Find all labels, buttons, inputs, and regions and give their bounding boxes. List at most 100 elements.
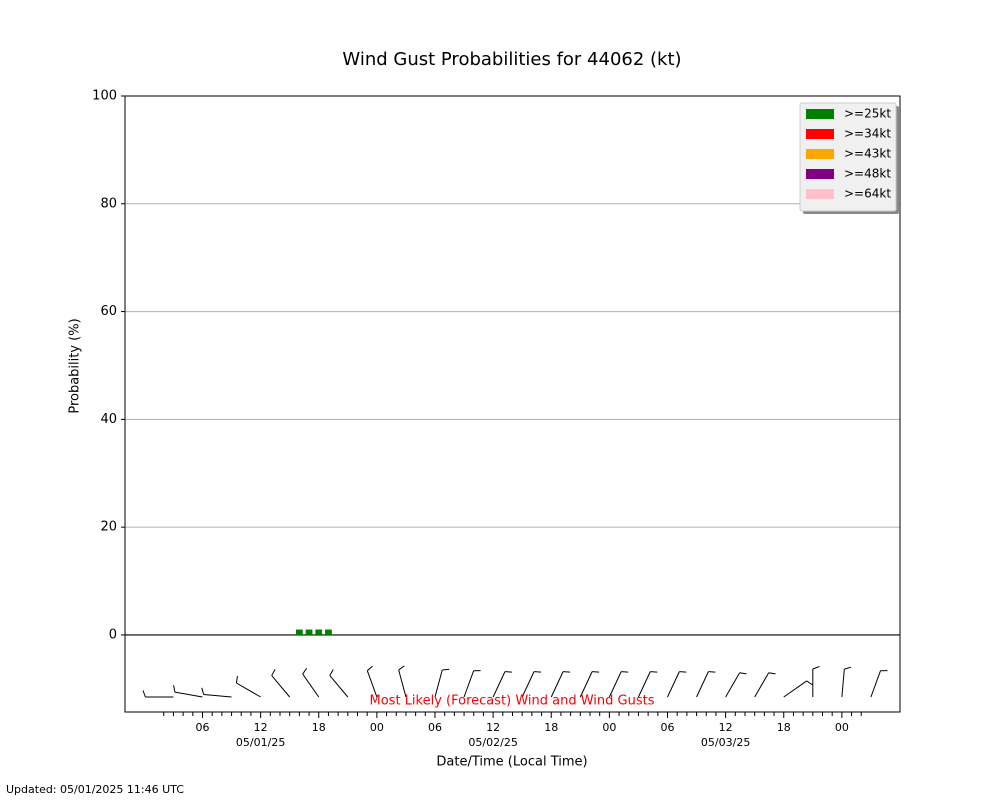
bar	[305, 629, 313, 635]
barb-feather	[812, 666, 820, 670]
barb-feather	[592, 671, 600, 673]
y-tick-label: 100	[92, 89, 117, 104]
wind-barb	[235, 676, 261, 698]
barb-feather	[366, 665, 373, 672]
barb-staff	[725, 672, 741, 698]
barb-feather	[329, 669, 334, 676]
barb-staff	[608, 671, 622, 698]
barb-staff	[579, 671, 593, 698]
legend-label: >=25kt	[844, 107, 891, 121]
y-tick-label: 60	[100, 304, 117, 319]
wind-barb	[521, 671, 542, 698]
y-tick-label: 40	[100, 412, 117, 427]
x-tick-label: 18	[312, 721, 326, 734]
y-tick-label: 20	[100, 520, 117, 535]
legend-swatch	[806, 169, 834, 179]
wind-barb	[201, 687, 232, 698]
wind-barb	[463, 670, 481, 698]
barb-feather	[302, 667, 308, 675]
wind-barb	[550, 671, 571, 698]
barb-staff	[174, 691, 203, 698]
barb-feather	[806, 680, 813, 686]
bar	[295, 629, 303, 635]
barb-feather	[271, 669, 276, 676]
chart-title: Wind Gust Probabilities for 44062 (kt)	[342, 49, 681, 70]
barb-staff	[492, 671, 506, 698]
wind-barb	[366, 665, 378, 698]
barb-feather	[533, 671, 542, 673]
x-date-label: 05/03/25	[701, 736, 750, 749]
legend-label: >=34kt	[844, 127, 891, 141]
wind-barb	[870, 670, 888, 698]
barb-staff	[366, 670, 378, 698]
wind-barb	[579, 671, 600, 698]
wind-barb	[271, 669, 291, 698]
barb-feather	[621, 671, 629, 673]
annotation: Most Likely (Forecast) Wind and Wind Gus…	[370, 694, 655, 709]
barb-feather	[142, 690, 146, 698]
y-tick-label: 80	[100, 196, 117, 211]
barb-feather	[398, 665, 405, 671]
barb-staff	[696, 671, 709, 698]
barb-staff	[434, 669, 443, 698]
wind-barb	[302, 667, 320, 698]
wind-barb	[434, 668, 450, 698]
y-axis-label: Probability (%)	[68, 318, 83, 413]
barb-feather	[201, 687, 205, 695]
barb-staff	[667, 671, 680, 698]
barb-staff	[203, 694, 232, 698]
bar	[315, 629, 323, 635]
x-tick-label: 00	[370, 721, 384, 734]
wind-barb	[637, 671, 658, 698]
x-tick-label: 06	[196, 721, 210, 734]
barb-feather	[504, 671, 512, 673]
barb-staff	[398, 669, 407, 698]
legend-swatch	[806, 149, 834, 159]
barb-feather	[442, 668, 450, 671]
wind-barb	[725, 672, 747, 698]
legend-label: >=43kt	[844, 147, 891, 161]
legend-swatch	[806, 109, 834, 119]
y-tick-label: 0	[109, 627, 117, 642]
wind-barb	[783, 680, 813, 698]
wind-barb	[754, 672, 776, 698]
x-tick-label: 12	[254, 721, 268, 734]
bar	[325, 629, 332, 635]
barb-staff	[754, 672, 770, 698]
barb-staff	[783, 680, 807, 698]
barb-staff	[637, 671, 651, 698]
barb-staff	[870, 670, 881, 698]
barb-staff	[550, 671, 564, 698]
wind-barb	[398, 665, 407, 698]
plot-frame	[124, 95, 901, 713]
barb-feather	[173, 685, 176, 693]
barb-feather	[563, 671, 571, 673]
x-axis-label: Date/Time (Local Time)	[436, 755, 587, 770]
barb-feather	[679, 671, 687, 673]
x-tick-label: 18	[777, 721, 791, 734]
wind-barb	[173, 685, 203, 698]
barb-feather	[650, 671, 658, 673]
footer: Updated: 05/01/2025 11:46 UTC	[6, 783, 184, 796]
x-tick-label: 12	[719, 721, 733, 734]
x-date-label: 05/01/25	[236, 736, 285, 749]
barb-feather	[708, 671, 716, 673]
x-tick-label: 00	[602, 721, 616, 734]
x-tick-label: 00	[835, 721, 849, 734]
wind-barb	[812, 666, 820, 697]
barb-staff	[236, 682, 261, 698]
barb-feather	[739, 672, 747, 675]
wind-barb	[696, 671, 716, 698]
x-tick-label: 06	[428, 721, 442, 734]
legend-swatch	[806, 129, 834, 139]
wind-barb	[492, 671, 512, 698]
wind-barb	[329, 669, 349, 698]
barb-staff	[302, 673, 320, 698]
wind-barb	[142, 690, 174, 698]
wind-barb	[841, 666, 852, 698]
x-tick-label: 12	[486, 721, 500, 734]
barb-staff	[329, 675, 349, 698]
x-tick-label: 06	[661, 721, 675, 734]
